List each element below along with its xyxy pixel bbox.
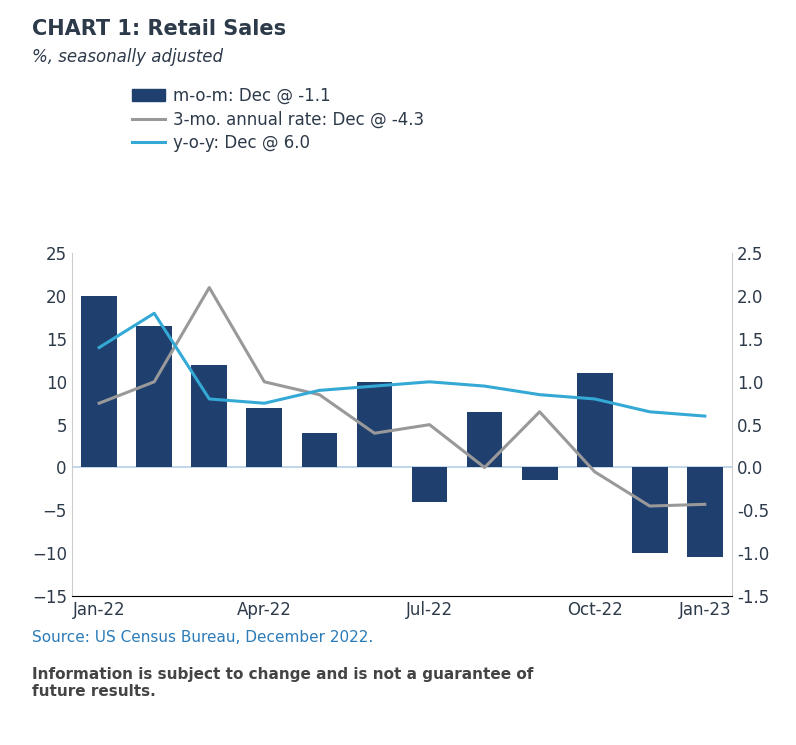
Bar: [302, 433, 338, 468]
Bar: [191, 364, 227, 468]
Bar: [412, 468, 447, 502]
Text: Information is subject to change and is not a guarantee of
future results.: Information is subject to change and is …: [32, 667, 533, 699]
Bar: [687, 468, 723, 557]
Text: CHART 1: Retail Sales: CHART 1: Retail Sales: [32, 19, 286, 39]
Bar: [466, 412, 502, 468]
Bar: [357, 381, 392, 468]
Bar: [81, 296, 117, 468]
Text: %, seasonally adjusted: %, seasonally adjusted: [32, 48, 223, 66]
Legend: m-o-m: Dec @ -1.1, 3-mo. annual rate: Dec @ -4.3, y-o-y: Dec @ 6.0: m-o-m: Dec @ -1.1, 3-mo. annual rate: De…: [131, 86, 424, 152]
Bar: [521, 468, 557, 481]
Bar: [577, 373, 613, 468]
Bar: [247, 408, 283, 468]
Bar: [136, 326, 172, 468]
Bar: [632, 468, 668, 553]
Text: Source: US Census Bureau, December 2022.: Source: US Census Bureau, December 2022.: [32, 630, 373, 644]
